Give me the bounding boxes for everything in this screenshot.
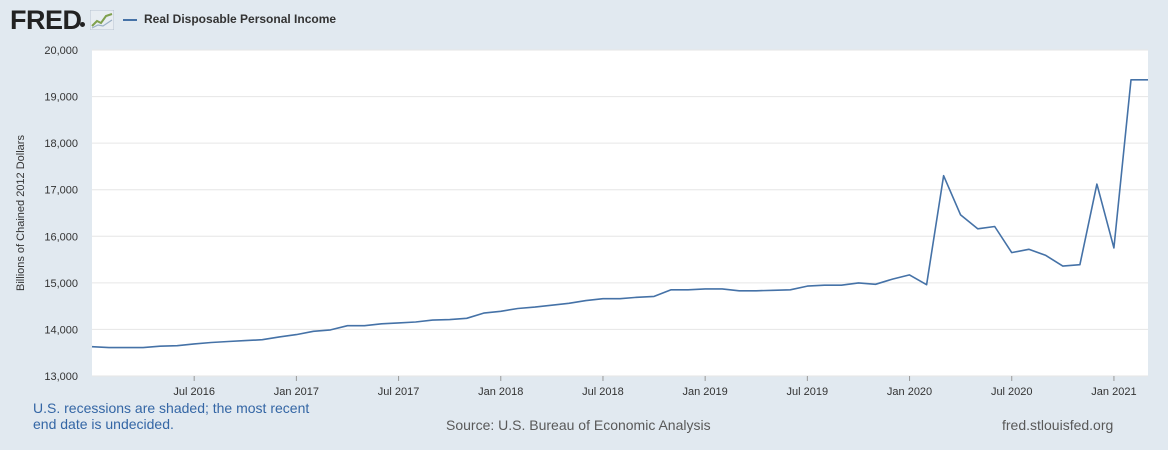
data-point[interactable] — [924, 282, 930, 288]
data-point[interactable] — [464, 315, 470, 321]
series-line[interactable] — [91, 79, 1148, 349]
data-point[interactable] — [890, 276, 896, 282]
x-tick-label: Jul 2019 — [787, 386, 829, 398]
x-tick-label: Jan 2017 — [274, 386, 319, 398]
chart-header: FRED Real Disposable Personal Income — [0, 0, 1168, 40]
data-point[interactable] — [941, 173, 947, 179]
data-point[interactable] — [549, 302, 555, 308]
data-point[interactable] — [481, 310, 487, 316]
data-point[interactable] — [140, 345, 146, 351]
data-point[interactable] — [855, 280, 861, 286]
data-point[interactable] — [975, 226, 981, 232]
legend-line-swatch — [123, 19, 137, 21]
data-point[interactable] — [617, 296, 623, 302]
data-point[interactable] — [1026, 246, 1032, 252]
y-tick-label: 13,000 — [44, 371, 78, 383]
y-tick-label: 20,000 — [44, 45, 78, 57]
data-point[interactable] — [566, 300, 572, 306]
y-tick-label: 19,000 — [44, 92, 78, 104]
data-point[interactable] — [413, 319, 419, 325]
data-point[interactable] — [804, 283, 810, 289]
data-point[interactable] — [685, 287, 691, 293]
data-point[interactable] — [225, 339, 231, 345]
x-tick-label: Jul 2017 — [378, 386, 420, 398]
data-point[interactable] — [89, 344, 95, 350]
data-point[interactable] — [600, 296, 606, 302]
data-point[interactable] — [123, 345, 129, 351]
source-note[interactable]: Source: U.S. Bureau of Economic Analysis — [446, 417, 711, 433]
y-axis-ticks: 13,000 14,000 15,000 16,000 17,000 18,000 19,0… — [44, 45, 78, 383]
data-point[interactable] — [276, 334, 282, 340]
data-point[interactable] — [958, 212, 964, 218]
data-point[interactable] — [719, 286, 725, 292]
data-point[interactable] — [821, 282, 827, 288]
data-point[interactable] — [583, 298, 589, 304]
x-tick-label: Jan 2018 — [478, 386, 523, 398]
recession-note: U.S. recessions are shaded; the most rec… — [33, 400, 310, 432]
data-point[interactable] — [992, 224, 998, 230]
x-tick-label: Jan 2020 — [887, 386, 932, 398]
data-point[interactable] — [430, 317, 436, 323]
data-point[interactable] — [702, 286, 708, 292]
data-point[interactable] — [1111, 245, 1117, 251]
data-point[interactable] — [736, 288, 742, 294]
grid-lines — [92, 49, 1148, 377]
y-tick-label: 18,000 — [44, 138, 78, 150]
data-point[interactable] — [362, 323, 368, 329]
legend-label[interactable]: Real Disposable Personal Income — [144, 12, 337, 26]
data-point[interactable] — [379, 321, 385, 327]
data-point[interactable] — [515, 305, 521, 311]
data-point[interactable] — [1128, 77, 1134, 83]
data-point[interactable] — [259, 337, 265, 343]
data-point[interactable] — [447, 317, 453, 323]
data-point[interactable] — [651, 293, 657, 299]
site-link[interactable]: fred.stlouisfed.org — [1002, 417, 1114, 433]
data-point[interactable] — [1043, 252, 1049, 258]
data-point[interactable] — [208, 339, 214, 345]
data-point[interactable] — [907, 272, 913, 278]
data-point[interactable] — [634, 294, 640, 300]
data-point[interactable] — [1009, 250, 1015, 256]
data-point[interactable] — [1145, 77, 1151, 83]
x-tick-label: Jul 2018 — [582, 386, 624, 398]
data-point[interactable] — [310, 328, 316, 334]
data-point[interactable] — [872, 281, 878, 287]
x-tick-label: Jan 2019 — [683, 386, 728, 398]
data-point[interactable] — [770, 287, 776, 293]
data-point[interactable] — [753, 288, 759, 294]
data-point[interactable] — [242, 338, 248, 344]
data-point[interactable] — [1060, 263, 1066, 269]
x-tick-label: Jul 2016 — [173, 386, 215, 398]
data-point[interactable] — [174, 343, 180, 349]
data-point[interactable] — [1094, 181, 1100, 187]
data-point[interactable] — [157, 343, 163, 349]
x-tick-label: Jul 2020 — [991, 386, 1033, 398]
data-point[interactable] — [838, 282, 844, 288]
data-point[interactable] — [532, 304, 538, 310]
plot-area — [92, 50, 1148, 376]
data-point[interactable] — [498, 308, 504, 314]
x-axis-ticks: Jul 2016 Jan 2017 Jul 2017 Jan 2018 Jul 2018… — [173, 376, 1137, 398]
data-point[interactable] — [344, 323, 350, 329]
y-tick-label: 17,000 — [44, 185, 78, 197]
data-point[interactable] — [668, 287, 674, 293]
data-point[interactable] — [1077, 262, 1083, 268]
y-axis-title: Billions of Chained 2012 Dollars — [15, 135, 27, 291]
data-point[interactable] — [787, 287, 793, 293]
x-tick-label: Jan 2021 — [1091, 386, 1136, 398]
y-tick-label: 15,000 — [44, 278, 78, 290]
fred-chart-icon — [90, 10, 114, 30]
series-layer — [89, 77, 1151, 351]
y-tick-label: 16,000 — [44, 231, 78, 243]
data-point[interactable] — [327, 327, 333, 333]
data-point[interactable] — [396, 320, 402, 326]
fred-logo[interactable]: FRED — [10, 5, 82, 35]
data-point[interactable] — [191, 341, 197, 347]
y-tick-label: 14,000 — [44, 324, 78, 336]
data-point[interactable] — [293, 332, 299, 338]
fred-logo-dot — [80, 22, 85, 27]
data-point[interactable] — [106, 345, 112, 351]
